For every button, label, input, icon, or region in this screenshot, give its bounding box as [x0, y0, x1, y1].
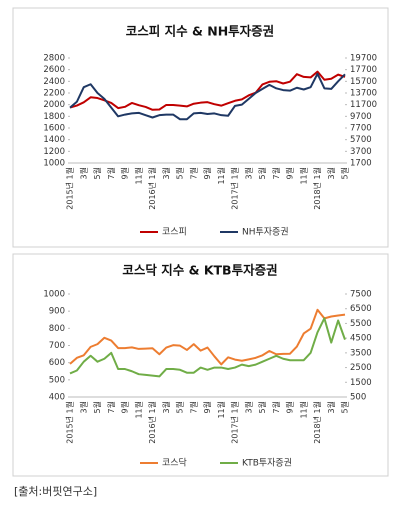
- y-tick-label: 600: [49, 358, 65, 368]
- x-tick-label: 9월: [202, 167, 212, 179]
- y2-tick-label: 13700: [350, 89, 377, 99]
- chart-title: 코스피 지수 & NH투자증권: [126, 24, 274, 39]
- x-tick-label: 9월: [202, 401, 212, 413]
- x-tick-label: 2015년 1월: [65, 401, 75, 444]
- x-tick-label: 5월: [340, 167, 350, 179]
- x-tick-label: 3월: [326, 167, 336, 179]
- y-tick-label: 1200: [43, 147, 65, 157]
- y-tick-label: 2000: [43, 100, 65, 110]
- x-tick-label: 3월: [161, 167, 171, 179]
- x-tick-label: 11월: [216, 401, 226, 419]
- x-tick-label: 7월: [188, 401, 198, 413]
- x-tick-label: 5월: [175, 167, 185, 179]
- x-tick-label: 5월: [340, 401, 350, 413]
- x-tick-label: 7월: [106, 167, 116, 179]
- x-tick-label: 11월: [298, 401, 308, 419]
- series-line: [69, 72, 346, 121]
- series-line: [69, 317, 346, 378]
- x-tick-label: 7월: [106, 401, 116, 413]
- chart-frame: [12, 253, 389, 477]
- x-tick-label: 3월: [243, 167, 253, 179]
- x-tick-label: 2017년 1월: [230, 167, 240, 210]
- y-tick-label: 800: [49, 324, 65, 334]
- y-tick-label: 2800: [43, 54, 65, 64]
- x-tick-label: 5월: [92, 167, 102, 179]
- x-tick-label: 2017년 1월: [230, 401, 240, 444]
- chart-title: 코스닥 지수 & KTB투자증권: [122, 263, 277, 278]
- y-tick-label: 2200: [43, 89, 65, 99]
- y2-tick-label: 5500: [350, 319, 372, 329]
- x-tick-label: 2016년 1월: [147, 167, 157, 210]
- series-line: [69, 70, 346, 111]
- x-tick-label: 3월: [243, 401, 253, 413]
- y-tick-label: 1400: [43, 135, 65, 145]
- y2-tick-label: 1700: [350, 159, 372, 169]
- x-tick-label: 2016년 1월: [147, 401, 157, 444]
- legend-label: KTB투자증권: [242, 457, 292, 469]
- x-tick-label: 11월: [133, 167, 143, 185]
- y-tick-label: 1000: [43, 159, 65, 169]
- y2-tick-label: 11700: [350, 100, 377, 110]
- footer: [출처:버핏연구소]: [14, 485, 97, 498]
- x-tick-label: 9월: [120, 401, 130, 413]
- y-tick-label: 900: [49, 307, 65, 317]
- y-tick-label: 1800: [43, 112, 65, 122]
- y2-tick-label: 2500: [350, 363, 372, 373]
- x-tick-label: 9월: [285, 167, 295, 179]
- series-line: [69, 308, 346, 366]
- x-tick-label: 3월: [161, 401, 171, 413]
- y-tick-label: 1000: [43, 290, 65, 300]
- x-tick-label: 3월: [78, 167, 88, 179]
- y2-tick-label: 19700: [350, 54, 377, 64]
- y-tick-label: 400: [49, 393, 65, 403]
- x-tick-label: 9월: [285, 401, 295, 413]
- x-tick-label: 3월: [78, 401, 88, 413]
- chart-frame: [12, 7, 389, 248]
- x-tick-label: 2018년 1월: [312, 167, 322, 210]
- x-tick-label: 5월: [257, 167, 267, 179]
- x-tick-label: 7월: [271, 401, 281, 413]
- y2-tick-label: 5700: [350, 135, 372, 145]
- y2-tick-label: 17700: [350, 65, 377, 75]
- y2-tick-label: 6500: [350, 304, 372, 314]
- x-tick-label: 7월: [271, 167, 281, 179]
- legend-label: 코스피: [162, 227, 187, 238]
- legend-label: 코스닥: [162, 458, 187, 469]
- y-tick-label: 700: [49, 341, 65, 351]
- y2-tick-label: 500: [350, 393, 366, 403]
- x-tick-label: 9월: [120, 167, 130, 179]
- y2-tick-label: 7700: [350, 124, 372, 134]
- x-tick-label: 11월: [298, 167, 308, 185]
- y2-tick-label: 1500: [350, 378, 372, 388]
- x-tick-label: 11월: [133, 401, 143, 419]
- y-tick-label: 2400: [43, 77, 65, 87]
- y2-tick-label: 3700: [350, 147, 372, 157]
- x-tick-label: 5월: [175, 401, 185, 413]
- y2-tick-label: 7500: [350, 290, 372, 300]
- x-tick-label: 11월: [216, 167, 226, 185]
- y-tick-label: 1600: [43, 124, 65, 134]
- y2-tick-label: 9700: [350, 112, 372, 122]
- x-tick-label: 2018년 1월: [312, 401, 322, 444]
- y-tick-label: 500: [49, 375, 65, 385]
- x-tick-label: 7월: [188, 167, 198, 179]
- legend-label: NH투자증권: [242, 226, 289, 238]
- y2-tick-label: 3500: [350, 348, 372, 358]
- y2-tick-label: 4500: [350, 334, 372, 344]
- x-tick-label: 5월: [257, 401, 267, 413]
- x-tick-label: 5월: [92, 401, 102, 413]
- x-tick-label: 2015년 1월: [65, 167, 75, 210]
- y2-tick-label: 15700: [350, 77, 377, 87]
- x-tick-label: 3월: [326, 401, 336, 413]
- y-tick-label: 2600: [43, 65, 65, 75]
